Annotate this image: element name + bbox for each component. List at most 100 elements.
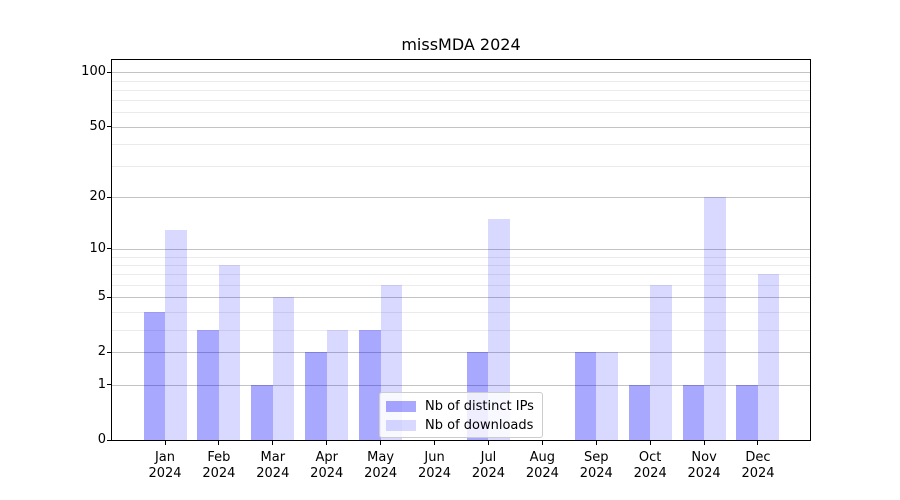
chart-title: missMDA 2024: [401, 35, 521, 54]
y-tick-label: 50: [89, 118, 106, 134]
y-tick-label: 5: [97, 289, 106, 305]
bar-downloads: [165, 229, 187, 440]
bar-distinct-ips: [143, 311, 165, 440]
y-tick-mark: [107, 439, 111, 441]
x-tick-mark: [757, 441, 759, 445]
gridline-major: [112, 72, 810, 74]
plot-area: [112, 60, 810, 440]
x-tick-month: Aug: [529, 450, 556, 465]
x-tick-year: 2024: [310, 466, 344, 481]
legend: Nb of distinct IPs Nb of downloads: [379, 392, 543, 438]
bar-distinct-ips: [736, 384, 758, 440]
x-tick-month: Sep: [584, 450, 609, 465]
x-tick-month: May: [367, 450, 395, 465]
x-tick-mark: [541, 441, 543, 445]
x-tick-mark: [218, 441, 220, 445]
x-tick-label: May 2024: [349, 450, 413, 482]
x-tick-mark: [434, 441, 436, 445]
x-tick-mark: [487, 441, 489, 445]
x-tick-label: Aug 2024: [510, 450, 574, 482]
gridline-major: [112, 197, 810, 199]
x-tick-mark: [703, 441, 705, 445]
x-tick-mark: [326, 441, 328, 445]
legend-label-distinct-ips: Nb of distinct IPs: [425, 399, 534, 414]
x-tick-year: 2024: [687, 466, 721, 481]
bar-downloads: [650, 284, 672, 440]
bar-distinct-ips: [359, 329, 381, 440]
bar-downloads: [326, 329, 349, 440]
gridline-major: [112, 352, 810, 354]
x-tick-month: Nov: [691, 450, 717, 465]
gridline-major: [112, 297, 810, 299]
gridline-minor: [112, 80, 810, 82]
y-tick-label: 1: [97, 376, 106, 392]
x-tick-month: Oct: [638, 450, 662, 465]
x-tick-label: Oct 2024: [618, 450, 682, 482]
x-tick-year: 2024: [417, 466, 452, 481]
x-tick-month: Jan: [154, 450, 176, 465]
gridline-minor: [112, 274, 810, 276]
y-tick-mark: [107, 296, 111, 298]
y-tick-mark: [107, 196, 111, 198]
y-tick-mark: [107, 71, 111, 73]
gridline-minor: [112, 264, 810, 266]
bar-distinct-ips: [682, 384, 705, 440]
y-tick-mark: [107, 351, 111, 353]
bar-downloads: [218, 264, 241, 440]
gridline-major: [112, 248, 810, 250]
x-tick-mark: [380, 441, 382, 445]
x-tick-label: Jun 2024: [403, 450, 467, 482]
x-tick-year: 2024: [633, 466, 667, 481]
x-tick-mark: [595, 441, 597, 445]
y-tick-mark: [107, 126, 111, 128]
bar-downloads: [757, 274, 780, 440]
bar-downloads: [704, 197, 726, 440]
bar-distinct-ips: [628, 384, 651, 440]
bar-distinct-ips: [251, 384, 273, 440]
gridline-minor: [112, 100, 810, 102]
x-tick-year: 2024: [741, 466, 775, 481]
x-tick-month: Feb: [207, 450, 231, 465]
bar-downloads: [596, 352, 618, 440]
y-tick-mark: [107, 384, 111, 386]
y-tick-label: 0: [97, 432, 106, 447]
legend-swatch-distinct-ips: [386, 401, 416, 412]
y-tick-label: 100: [81, 64, 106, 80]
gridline-major: [112, 384, 810, 386]
gridline-minor: [112, 256, 810, 258]
gridline-minor: [112, 112, 810, 114]
legend-item-distinct-ips: Nb of distinct IPs: [386, 397, 542, 416]
bar-distinct-ips: [305, 352, 327, 440]
x-tick-mark: [272, 441, 274, 445]
y-tick-label: 20: [89, 189, 106, 205]
y-tick-label: 10: [89, 240, 106, 256]
x-tick-mark: [164, 441, 166, 445]
x-tick-label: Jul 2024: [456, 450, 520, 482]
x-tick-year: 2024: [202, 466, 236, 481]
x-tick-month: Apr: [315, 450, 338, 465]
x-tick-year: 2024: [256, 466, 290, 481]
bar-distinct-ips: [574, 352, 597, 440]
gridline-minor: [112, 311, 810, 313]
bar-downloads: [272, 297, 295, 440]
x-tick-label: Apr 2024: [295, 450, 359, 482]
x-tick-year: 2024: [471, 466, 505, 481]
gridline-minor: [112, 329, 810, 331]
x-tick-month: Jul: [480, 450, 497, 465]
x-tick-month: Jun: [424, 450, 445, 465]
x-tick-label: Nov 2024: [672, 450, 736, 482]
legend-label-downloads: Nb of downloads: [425, 418, 534, 433]
x-tick-month: Dec: [745, 450, 771, 465]
x-tick-year: 2024: [148, 466, 182, 481]
x-tick-year: 2024: [525, 466, 559, 481]
bar-downloads: [488, 219, 510, 440]
gridline-minor: [112, 89, 810, 91]
legend-item-downloads: Nb of downloads: [386, 416, 542, 435]
y-tick-mark: [107, 248, 111, 250]
bars-layer: [112, 60, 810, 440]
gridlines-layer: [112, 60, 810, 440]
bar-distinct-ips: [197, 329, 219, 440]
x-tick-year: 2024: [364, 466, 398, 481]
gridline-minor: [112, 284, 810, 286]
